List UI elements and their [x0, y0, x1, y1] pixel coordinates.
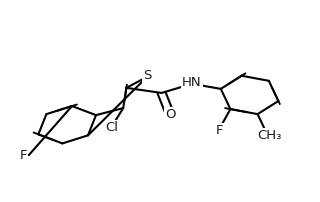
Text: S: S	[143, 69, 151, 82]
Text: Cl: Cl	[106, 121, 118, 134]
Text: CH₃: CH₃	[258, 129, 282, 142]
Text: HN: HN	[182, 76, 202, 89]
Text: F: F	[19, 149, 27, 162]
Text: F: F	[215, 124, 223, 137]
Text: O: O	[165, 108, 176, 121]
